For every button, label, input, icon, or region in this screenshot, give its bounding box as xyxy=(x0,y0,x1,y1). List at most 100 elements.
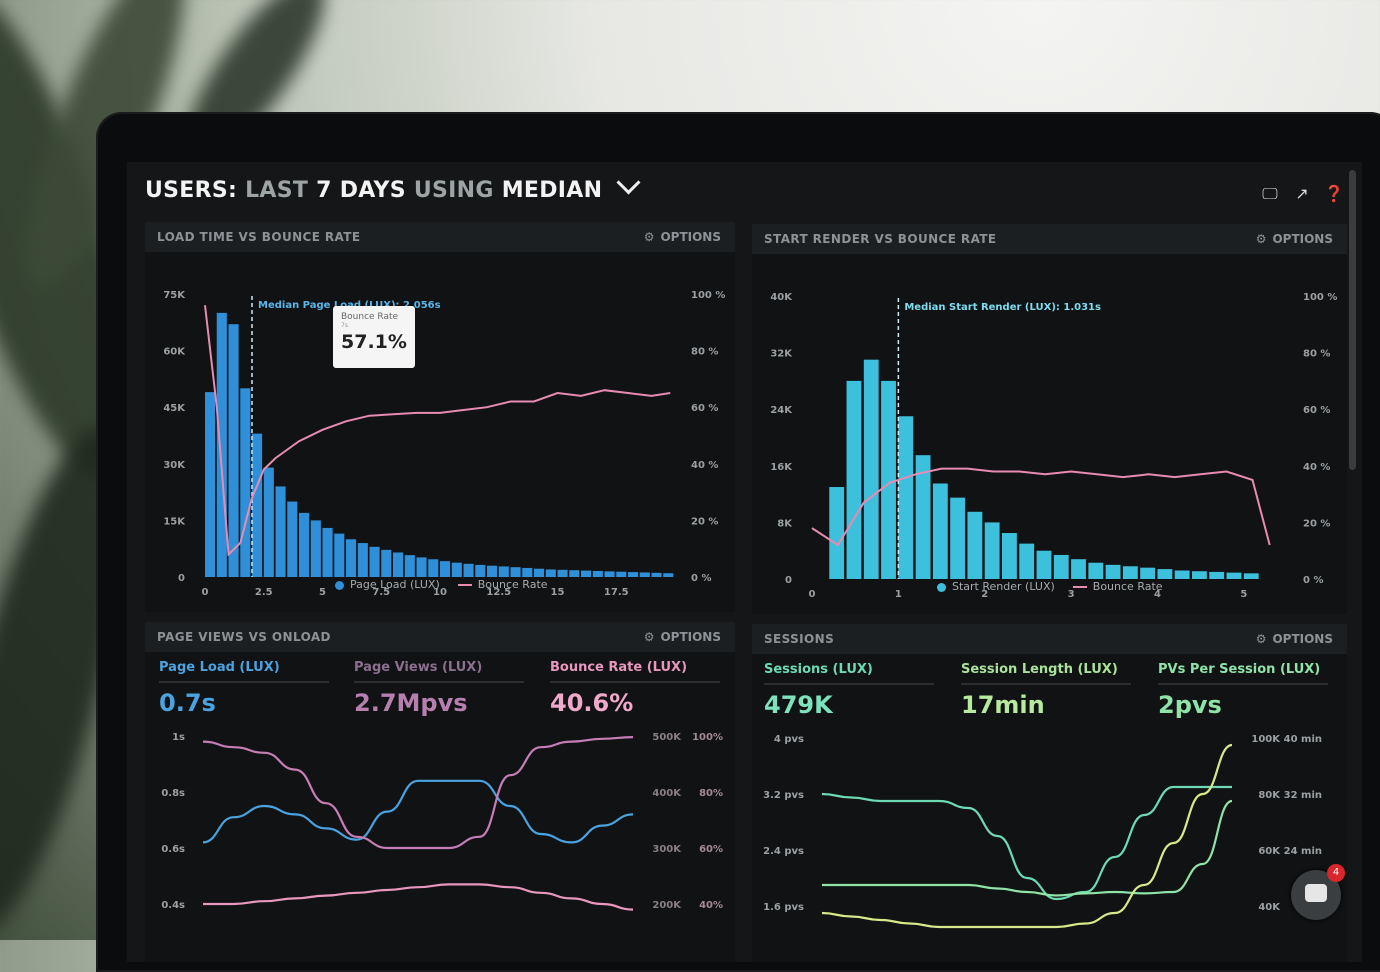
metric-label: Bounce Rate (LUX) xyxy=(550,660,720,683)
histogram-bar xyxy=(1088,562,1104,579)
y-tick-label: 2.4 pvs xyxy=(763,846,804,857)
histogram-bar xyxy=(357,543,368,577)
chevron-down-icon[interactable] xyxy=(616,170,641,195)
title-period: 7 DAYS xyxy=(316,178,406,203)
metric-page-load[interactable]: Page Load (LUX) 0.7s xyxy=(159,660,329,717)
legend: Start Render (LUX) Bounce Rate xyxy=(937,580,1163,593)
panel-header: SESSIONS ⚙ OPTIONS xyxy=(752,624,1347,654)
legend-item-start-render[interactable]: Start Render (LUX) xyxy=(937,580,1055,593)
metric-pvs-per-session[interactable]: PVs Per Session (LUX) 2pvs xyxy=(1158,662,1328,719)
y-tick-label: 20 % xyxy=(1303,518,1330,529)
y-tick-label: 75K xyxy=(163,290,186,301)
title-users: USERS: xyxy=(145,178,238,203)
metric-page-views[interactable]: Page Views (LUX) 2.7Mpvs xyxy=(354,660,524,717)
tooltip-title: Bounce Rate xyxy=(341,312,399,322)
histogram-bar xyxy=(628,572,639,577)
metric-value: 40.6% xyxy=(550,689,634,717)
panel-title: SESSIONS xyxy=(764,632,835,646)
bounce-rate-line xyxy=(204,305,671,557)
metric-label: Page Load (LUX) xyxy=(159,660,329,683)
chat-button[interactable]: 4 xyxy=(1291,864,1345,920)
options-button[interactable]: ⚙ OPTIONS xyxy=(644,230,721,244)
metric-session-length[interactable]: Session Length (LUX) 17min xyxy=(961,662,1131,719)
options-button[interactable]: ⚙ OPTIONS xyxy=(1256,632,1333,646)
y-tick-label: 30K xyxy=(163,460,186,471)
histogram-bar xyxy=(510,567,521,577)
monitor-icon[interactable]: 🖵 xyxy=(1262,184,1278,203)
y-tick-label: 100 % xyxy=(691,290,725,301)
histogram-bar xyxy=(545,569,556,577)
histogram-bar xyxy=(334,533,345,577)
options-label: OPTIONS xyxy=(1272,632,1333,646)
histogram-bar xyxy=(1174,570,1190,579)
legend-item-bounce-rate[interactable]: Bounce Rate xyxy=(457,578,548,591)
histogram-bar xyxy=(451,562,462,577)
x-tick-label: 4 xyxy=(1154,589,1161,600)
histogram-bar xyxy=(1036,550,1052,579)
histogram-bar xyxy=(1140,567,1156,579)
legend-item-page-load[interactable]: Page Load (LUX) xyxy=(335,578,440,591)
options-label: OPTIONS xyxy=(1272,232,1333,246)
y-tick-label: 40 % xyxy=(691,460,718,471)
legend-item-bounce-rate[interactable]: Bounce Rate xyxy=(1072,580,1163,593)
series-line xyxy=(821,785,1232,901)
histogram-bar xyxy=(863,359,879,579)
gear-icon: ⚙ xyxy=(643,630,655,644)
scrollbar[interactable] xyxy=(1349,170,1356,470)
histogram-bar xyxy=(205,392,216,577)
y-tick-label: 32 min xyxy=(1284,790,1322,801)
histogram-bar xyxy=(287,501,298,577)
histogram-bar xyxy=(440,561,451,577)
x-tick-label: 5 xyxy=(319,587,326,598)
histogram-bar xyxy=(663,573,674,577)
y-tick-label: 80 % xyxy=(1303,349,1330,360)
y-tick-label: 40 % xyxy=(1303,462,1330,473)
histogram-bar xyxy=(1192,571,1207,579)
panel-header: LOAD TIME VS BOUNCE RATE ⚙ OPTIONS xyxy=(145,222,735,252)
options-button[interactable]: ⚙ OPTIONS xyxy=(644,630,721,644)
y-tick-label: 80% xyxy=(699,788,723,799)
options-button[interactable]: ⚙ OPTIONS xyxy=(1256,232,1333,246)
y-tick-label: 500K xyxy=(652,732,682,743)
dashboard-title[interactable]: USERS: LAST 7 DAYS USING MEDIAN xyxy=(145,170,641,203)
metric-bounce-rate[interactable]: Bounce Rate (LUX) 40.6% xyxy=(550,660,720,717)
metric-sessions[interactable]: Sessions (LUX) 479K xyxy=(764,662,934,719)
x-tick-label: 2.5 xyxy=(255,587,273,598)
options-label: OPTIONS xyxy=(660,230,721,244)
histogram-bar xyxy=(592,570,603,577)
histogram-bar xyxy=(1226,572,1242,579)
series-line xyxy=(203,883,634,911)
tooltip-subtitle: 7s xyxy=(341,322,348,329)
histogram-bar xyxy=(228,324,239,577)
histogram-bar xyxy=(557,569,568,577)
dashboard-screen: USERS: LAST 7 DAYS USING MEDIAN 🖵 ↗ ❓ LO… xyxy=(127,162,1362,962)
title-aggregation: MEDIAN xyxy=(501,178,603,203)
histogram-bar xyxy=(651,572,662,577)
metric-label: Session Length (LUX) xyxy=(961,662,1131,685)
y-tick-label: 15K xyxy=(163,516,186,527)
panel-load-time: LOAD TIME VS BOUNCE RATE ⚙ OPTIONS 0 15K 30… xyxy=(145,222,735,612)
legend-line xyxy=(457,584,472,586)
histogram-bar xyxy=(881,380,896,579)
histogram-bar xyxy=(984,522,1000,579)
panel-header: START RENDER VS BOUNCE RATE ⚙ OPTIONS xyxy=(752,224,1347,254)
y-tick-label: 100% xyxy=(692,732,723,743)
notification-badge: 4 xyxy=(1327,864,1345,882)
y-tick-label: 1.6 pvs xyxy=(763,902,804,913)
panel-title: START RENDER VS BOUNCE RATE xyxy=(764,232,997,246)
y-tick-label: 24K xyxy=(770,405,793,416)
x-tick-label: 1 xyxy=(895,589,902,600)
y-tick-label: 0 % xyxy=(1303,575,1323,586)
share-icon[interactable]: ↗ xyxy=(1295,184,1309,203)
series-line xyxy=(821,743,1233,929)
series-line xyxy=(202,736,634,850)
panel-title: PAGE VIEWS VS ONLOAD xyxy=(157,630,331,644)
histogram-bar xyxy=(915,455,931,579)
y-tick-label: 4 pvs xyxy=(774,734,804,745)
y-tick-label: 60 % xyxy=(691,403,718,414)
y-tick-label: 8K xyxy=(777,518,793,529)
histogram-bar xyxy=(1122,566,1138,579)
y-tick-label: 40 min xyxy=(1284,734,1322,745)
help-icon[interactable]: ❓ xyxy=(1324,184,1344,203)
panel-sessions: SESSIONS ⚙ OPTIONS Sessions (LUX) 479K Se… xyxy=(752,624,1347,962)
